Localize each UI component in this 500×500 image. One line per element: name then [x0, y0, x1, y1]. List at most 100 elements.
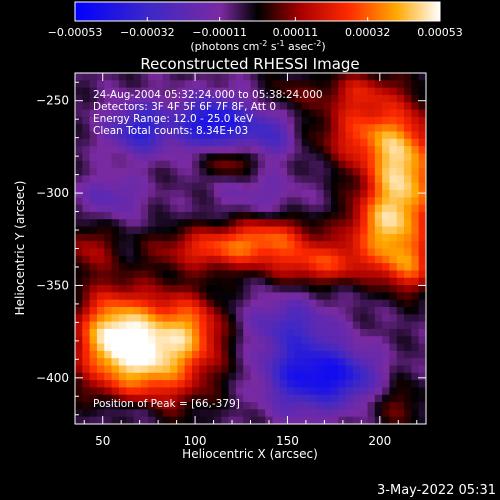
heatmap-cell	[155, 175, 164, 184]
heatmap-cell	[330, 416, 339, 424]
heatmap-cell	[352, 182, 361, 191]
heatmap-cell	[155, 73, 164, 81]
heatmap-cell	[411, 394, 420, 403]
heatmap-cell	[228, 277, 237, 286]
heatmap-cell	[111, 299, 120, 308]
heatmap-cell	[352, 190, 361, 198]
heatmap-cell	[75, 336, 83, 345]
heatmap-cell	[96, 394, 105, 403]
heatmap-cell	[184, 394, 193, 403]
heatmap-cell	[228, 124, 237, 133]
heatmap-cell	[330, 190, 339, 198]
heatmap-cell	[360, 358, 369, 367]
heatmap-cell	[206, 277, 215, 286]
heatmap-cell	[221, 292, 230, 301]
heatmap-cell	[118, 358, 127, 367]
heatmap-cell	[250, 350, 259, 359]
heatmap-cell	[75, 153, 83, 162]
heatmap-cell	[140, 394, 149, 403]
heatmap-cell	[155, 124, 164, 133]
heatmap-cell	[221, 138, 230, 147]
heatmap-cell	[184, 138, 193, 147]
heatmap-cell	[133, 248, 142, 257]
heatmap-cell	[140, 211, 149, 220]
heatmap-cell	[133, 292, 142, 301]
heatmap-cell	[89, 241, 98, 250]
heatmap-cell	[111, 131, 120, 140]
heatmap-cell	[155, 190, 164, 198]
heatmap-cell	[257, 226, 266, 235]
heatmap-cell	[235, 87, 244, 96]
heatmap-cell	[184, 109, 193, 118]
heatmap-cell	[404, 241, 412, 250]
heatmap-cell	[82, 343, 91, 352]
heatmap-cell	[170, 277, 178, 286]
heatmap-cell	[389, 138, 398, 147]
heatmap-cell	[360, 394, 369, 403]
heatmap-cell	[89, 124, 98, 133]
heatmap-cell	[360, 124, 369, 133]
heatmap-cell	[104, 109, 113, 118]
heatmap-cell	[272, 277, 281, 286]
heatmap-cell	[316, 365, 325, 374]
heatmap-cell	[257, 307, 266, 315]
heatmap-cell	[272, 211, 281, 220]
heatmap-cell	[199, 80, 208, 89]
peak-position-label: Position of Peak = [66,-379]	[93, 398, 240, 410]
heatmap-cell	[228, 116, 237, 125]
heatmap-cell	[89, 138, 98, 147]
heatmap-cell	[323, 277, 332, 286]
heatmap-cell	[111, 321, 120, 330]
heatmap-cell	[257, 372, 266, 381]
heatmap-cell	[228, 358, 237, 367]
heatmap-cell	[177, 219, 186, 228]
heatmap-cell	[309, 248, 317, 257]
heatmap-cell	[126, 343, 135, 352]
heatmap-cell	[206, 102, 215, 111]
heatmap-cell	[396, 394, 405, 403]
heatmap-cell	[206, 182, 215, 191]
heatmap-cell	[199, 241, 208, 250]
heatmap-cell	[287, 263, 295, 272]
heatmap-cell	[155, 387, 164, 396]
heatmap-cell	[367, 343, 376, 352]
heatmap-cell	[279, 350, 288, 359]
heatmap-cell	[162, 343, 171, 352]
heatmap-cell	[243, 160, 252, 169]
heatmap-cell	[155, 409, 164, 418]
heatmap-cell	[126, 255, 135, 264]
heatmap-cell	[155, 102, 164, 111]
heatmap-cell	[396, 285, 405, 293]
heatmap-cell	[250, 241, 259, 250]
heatmap-cell	[221, 409, 230, 418]
heatmap-cell	[301, 409, 310, 418]
heatmap-cell	[389, 314, 398, 323]
heatmap-cell	[367, 182, 376, 191]
heatmap-cell	[257, 394, 266, 403]
heatmap-cell	[155, 380, 164, 389]
heatmap-cell	[221, 343, 230, 352]
heatmap-cell	[309, 328, 317, 337]
heatmap-cell	[374, 182, 383, 191]
heatmap-cell	[228, 219, 237, 228]
colorbar-tick-label: 0.00011	[273, 26, 319, 39]
heatmap-cell	[360, 87, 369, 96]
heatmap-cell	[192, 160, 200, 169]
heatmap-cell	[257, 204, 266, 213]
heatmap-cell	[192, 248, 200, 257]
heatmap-cell	[104, 328, 113, 337]
heatmap-cell	[345, 358, 354, 367]
heatmap-cell	[235, 248, 244, 257]
heatmap-cell	[272, 285, 281, 293]
heatmap-cell	[411, 219, 420, 228]
heatmap-cell	[155, 328, 164, 337]
heatmap-cell	[330, 394, 339, 403]
heatmap-cell	[411, 321, 420, 330]
heatmap-cell	[272, 372, 281, 381]
heatmap-cell	[243, 270, 252, 279]
heatmap-cell	[257, 94, 266, 103]
heatmap-cell	[235, 73, 244, 81]
heatmap-cell	[96, 226, 105, 235]
heatmap-cell	[250, 175, 259, 184]
